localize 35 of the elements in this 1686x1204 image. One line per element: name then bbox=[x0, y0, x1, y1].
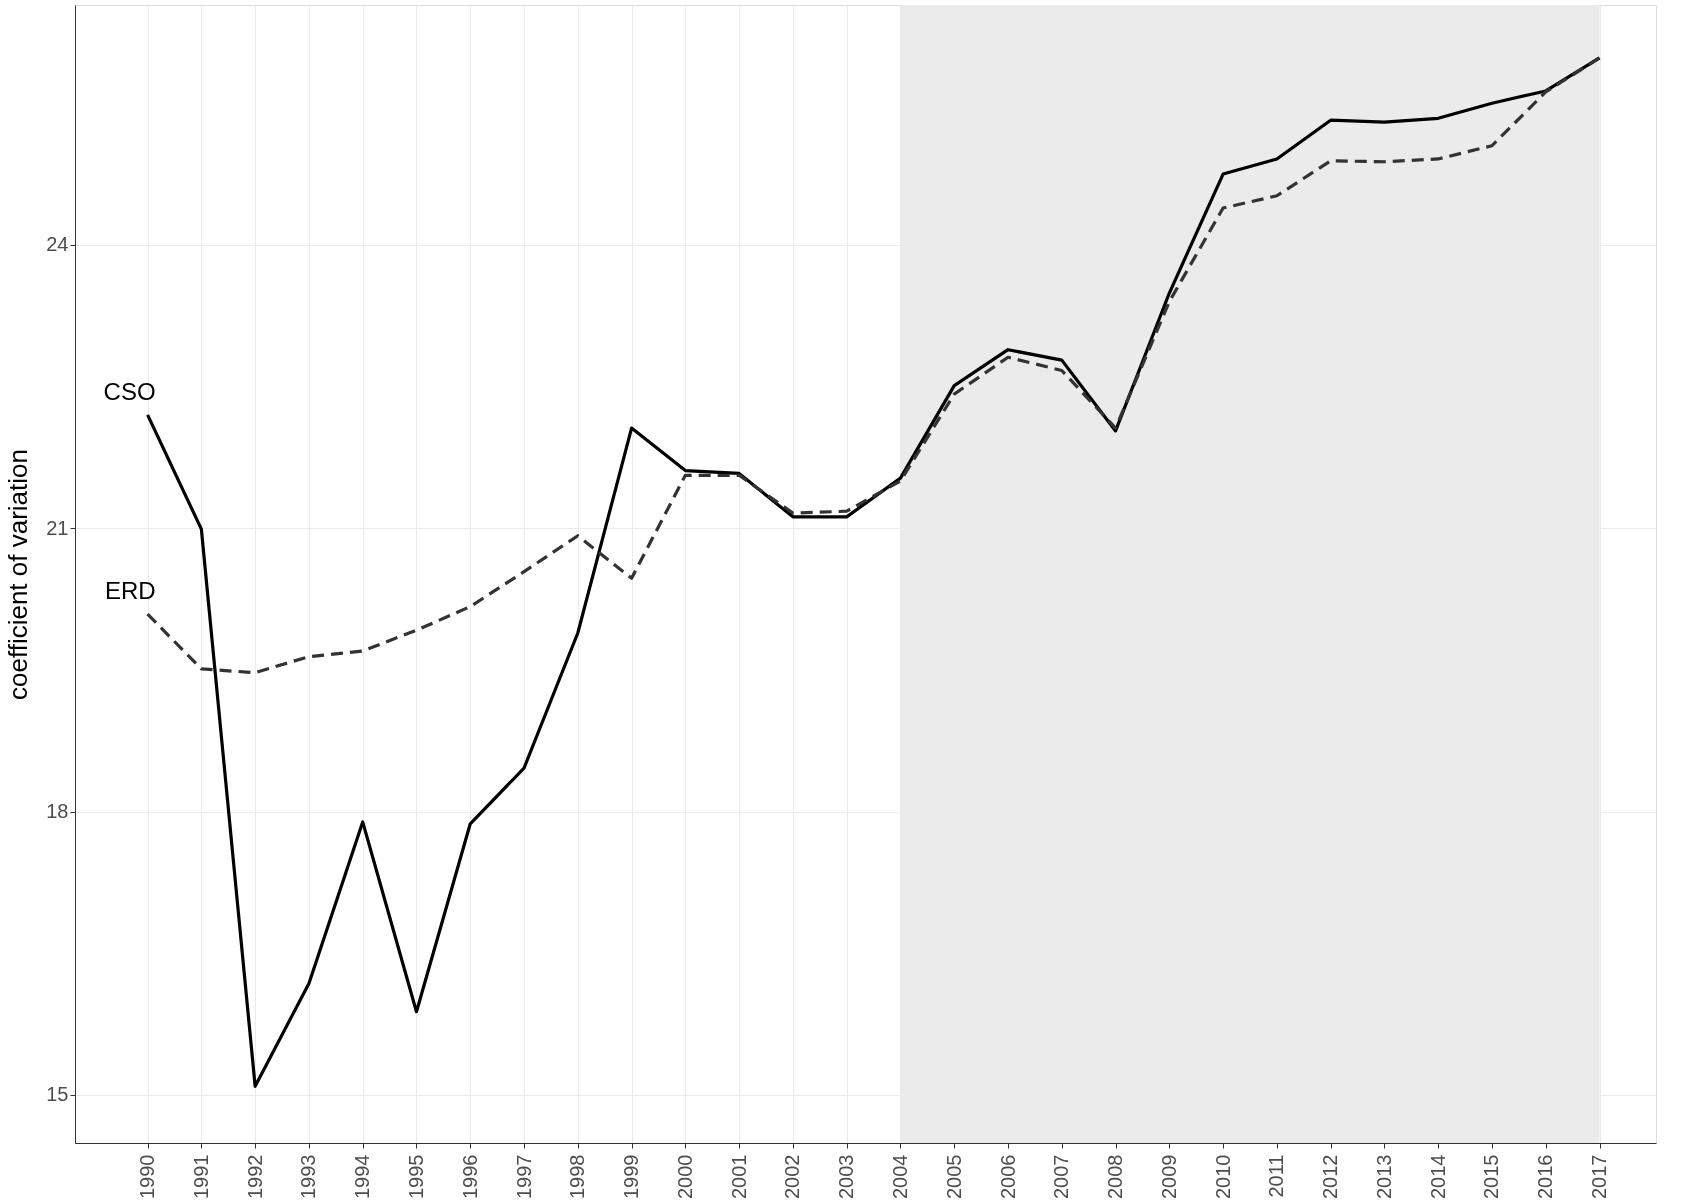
x-tick-label: 2005 bbox=[942, 1154, 965, 1199]
x-tick-label: 2014 bbox=[1426, 1154, 1449, 1199]
x-tick-label: 2016 bbox=[1534, 1154, 1557, 1199]
series-label: ERD bbox=[104, 577, 156, 605]
y-tick-label: 24 bbox=[46, 233, 69, 256]
x-tick-label: 1994 bbox=[351, 1154, 374, 1199]
x-tick-label: 2010 bbox=[1211, 1154, 1234, 1199]
x-tick-label: 2012 bbox=[1319, 1154, 1342, 1199]
x-tick-label: 1999 bbox=[620, 1154, 643, 1199]
x-tick-label: 2002 bbox=[781, 1154, 804, 1199]
x-tick-label: 2013 bbox=[1372, 1154, 1395, 1199]
x-tick-label: 2011 bbox=[1265, 1154, 1288, 1198]
x-tick-label: 1993 bbox=[297, 1154, 320, 1199]
x-tick-label: 2006 bbox=[996, 1154, 1019, 1199]
x-tick-label: 2004 bbox=[888, 1154, 911, 1199]
x-tick-label: 1997 bbox=[512, 1154, 535, 1199]
x-tick-label: 2017 bbox=[1588, 1154, 1611, 1199]
x-tick-label: 2001 bbox=[727, 1154, 750, 1199]
x-tick-label: 2008 bbox=[1104, 1154, 1127, 1199]
series-label: CSO bbox=[103, 377, 156, 405]
x-tick-label: 1995 bbox=[404, 1154, 427, 1199]
x-tick-label: 2000 bbox=[673, 1154, 696, 1199]
x-tick-label: 2015 bbox=[1480, 1154, 1503, 1199]
y-axis-title: coefficient of variation bbox=[3, 449, 34, 700]
x-tick-label: 1991 bbox=[189, 1154, 212, 1199]
x-tick-label: 1998 bbox=[566, 1154, 589, 1199]
y-tick-label: 15 bbox=[46, 1083, 69, 1106]
x-tick-label: 2009 bbox=[1157, 1154, 1180, 1199]
x-tick-label: 2003 bbox=[835, 1154, 858, 1199]
x-tick-label: 1992 bbox=[243, 1154, 266, 1199]
x-tick-label: 1996 bbox=[458, 1154, 481, 1199]
y-tick-label: 18 bbox=[46, 800, 69, 823]
x-tick-label: 1990 bbox=[136, 1154, 159, 1199]
y-tick-label: 21 bbox=[46, 516, 69, 539]
x-tick-label: 2007 bbox=[1050, 1154, 1073, 1199]
